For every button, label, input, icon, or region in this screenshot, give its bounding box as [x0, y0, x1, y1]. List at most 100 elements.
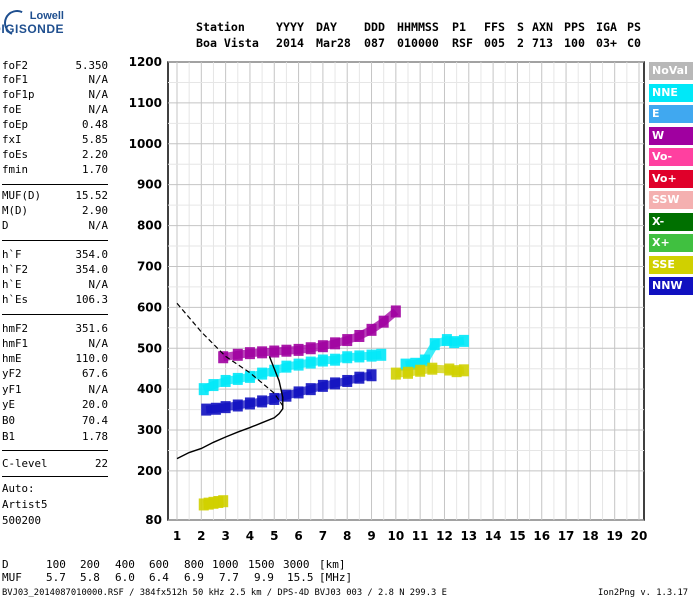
param-b1: B1 1.78 [2, 430, 108, 444]
hdr-yyyy-value: 2014 [276, 36, 304, 50]
muf-table-d-unit: [km] [319, 558, 346, 571]
param-value: 2.20 [81, 148, 108, 161]
param-name: hmF2 [2, 322, 29, 335]
muf-table-d-cell: 200 [80, 558, 100, 571]
hdr-ddd-label: DDD [364, 20, 385, 34]
param-hme: hmE 110.0 [2, 352, 108, 366]
muf-table-muf-cell: 15.5 [287, 571, 314, 584]
muf-table-muf-cell: 9.9 [254, 571, 274, 584]
legend-item-x-: X- [649, 212, 693, 231]
muf-table-muf-label: MUF [2, 571, 22, 584]
y-tick-label: 700 [137, 259, 162, 273]
muf-table-muf-cell: 5.8 [80, 571, 100, 584]
param-value: 20.0 [81, 398, 108, 411]
param-value: N/A [88, 73, 108, 86]
param-name: fxI [2, 133, 22, 146]
y-tick-label: 1100 [129, 96, 162, 110]
param-hpe: h`E N/A [2, 278, 108, 292]
hdr-iga-label: IGA [596, 20, 617, 34]
hdr-day-value: Mar28 [316, 36, 351, 50]
legend-item-ssw: SSW [649, 191, 693, 209]
param-value: 15.52 [75, 189, 108, 202]
param-value: N/A [88, 337, 108, 350]
hdr-pps-value: 100 [564, 36, 585, 50]
param-name: h`F [2, 248, 22, 261]
param-yf2: yF2 67.6 [2, 367, 108, 381]
param-hpf2: h`F2 354.0 [2, 263, 108, 277]
muf-table-d-cell: 400 [115, 558, 135, 571]
x-tick-label: 3 [221, 529, 229, 543]
legend-item-vo-: Vo- [649, 148, 693, 166]
param-value: 67.6 [81, 367, 108, 380]
hdr-day-label: DAY [316, 20, 337, 34]
model-dashed-line [176, 302, 285, 408]
muf-table-muf-cell: 6.9 [184, 571, 204, 584]
autoscaling-line1: Auto: [2, 482, 35, 495]
y-tick-label: 400 [137, 382, 162, 396]
hdr-p1-value: RSF [452, 36, 473, 50]
param-ye: yE 20.0 [2, 398, 108, 412]
param-value: 5.350 [75, 59, 108, 72]
param-name: foF2 [2, 59, 29, 72]
legend-item-x-: X+ [649, 234, 693, 252]
legend-item-sse: SSE [649, 255, 693, 274]
logo-brand-line2: DIGISONDE [0, 22, 64, 36]
legend-item-nne: NNE [649, 83, 693, 102]
param-name: foEp [2, 118, 29, 131]
y-tick-label: 80 [145, 513, 162, 527]
hdr-p1-label: P1 [452, 20, 466, 34]
param-name: yE [2, 398, 16, 411]
x-tick-label: 15 [509, 529, 526, 543]
param-name: B1 [2, 430, 16, 443]
muf-table-muf-cell: 6.0 [115, 571, 135, 584]
param-name: yF1 [2, 383, 22, 396]
param-yf1: yF1 N/A [2, 383, 108, 397]
hdr-station-label: Station [196, 20, 245, 34]
muf-table-d-cell: 3000 [283, 558, 310, 571]
x-tick-label: 13 [460, 529, 477, 543]
x-tick-label: 17 [558, 529, 575, 543]
param-value: N/A [88, 278, 108, 291]
x-tick-label: 1 [173, 529, 181, 543]
hdr-yyyy-label: YYYY [276, 20, 304, 34]
param-name: C-level [2, 457, 48, 470]
hdr-pps-label: PPS [564, 20, 585, 34]
hdr-hhmmss-label: HHMMSS [397, 20, 439, 34]
divider [2, 450, 108, 451]
param-name: hmE [2, 352, 22, 365]
hdr-ps-label: PS [627, 20, 641, 34]
hdr-hhmmss-value: 010000 [397, 36, 439, 50]
x-tick-label: 14 [485, 529, 502, 543]
param-hmf2: hmF2 351.6 [2, 322, 108, 336]
echo-trace [395, 364, 465, 378]
param-value: N/A [88, 383, 108, 396]
param-name: foEs [2, 148, 29, 161]
param-name: M(D) [2, 204, 29, 217]
y-tick-label: 200 [137, 464, 162, 478]
param-name: hmF1 [2, 337, 29, 350]
autoscaling-line2: Artist5 [2, 498, 48, 511]
muf-table-d-cell: 100 [46, 558, 66, 571]
param-name: foE [2, 103, 22, 116]
param-d: D N/A [2, 219, 108, 233]
y-tick-label: 600 [137, 300, 162, 314]
x-tick-label: 11 [412, 529, 429, 543]
param-value: 70.4 [81, 414, 108, 427]
legend-item-nnw: NNW [649, 277, 693, 295]
param-name: MUF(D) [2, 189, 42, 202]
plot-frame [167, 61, 645, 521]
x-tick-label: 6 [294, 529, 302, 543]
legend-item-noval: NoVal [649, 62, 693, 80]
x-tick-label: 8 [343, 529, 351, 543]
param-value: 1.70 [81, 163, 108, 176]
param-name: h`F2 [2, 263, 29, 276]
hdr-station-value: Boa Vista [196, 36, 259, 50]
y-tick-label: 300 [137, 423, 162, 437]
muf-table-d-cell: 1000 [212, 558, 239, 571]
x-tick-label: 7 [319, 529, 327, 543]
param-name: foF1 [2, 73, 29, 86]
hdr-axn-label: AXN [532, 20, 553, 34]
y-tick-label: 800 [137, 219, 162, 233]
param-name: h`E [2, 278, 22, 291]
